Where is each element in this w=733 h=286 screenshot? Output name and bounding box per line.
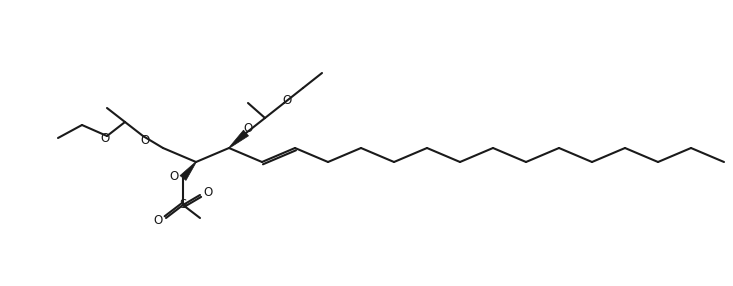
Text: O: O xyxy=(153,214,163,227)
Text: O: O xyxy=(169,170,179,184)
Polygon shape xyxy=(180,162,196,180)
Text: O: O xyxy=(282,94,292,106)
Text: O: O xyxy=(203,186,213,200)
Text: O: O xyxy=(100,132,110,144)
Text: O: O xyxy=(243,122,253,136)
Text: S: S xyxy=(180,198,187,212)
Text: O: O xyxy=(141,134,150,146)
Polygon shape xyxy=(229,130,248,148)
